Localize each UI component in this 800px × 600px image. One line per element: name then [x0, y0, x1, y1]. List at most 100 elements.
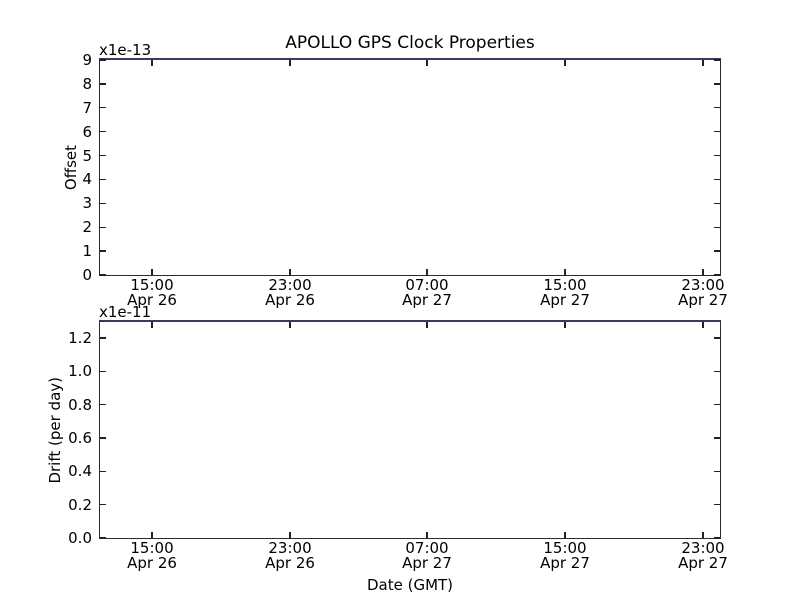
tick-mark: [714, 107, 720, 109]
x-tick-date: Apr 26: [127, 554, 177, 572]
tick-mark: [426, 532, 428, 538]
x-tick-label: 23:00 Apr 27: [657, 541, 749, 571]
x-tick-time: 23:00: [268, 539, 312, 557]
x-tick-date: Apr 26: [127, 291, 177, 309]
tick-mark: [100, 107, 106, 109]
chart-title: APOLLO GPS Clock Properties: [285, 33, 535, 53]
x-tick-date: Apr 27: [540, 291, 590, 309]
tick-mark: [702, 269, 704, 275]
x-tick-time: 23:00: [681, 539, 725, 557]
tick-mark: [100, 503, 106, 506]
drift-plot-area: x1e-11 Drift (per day) Date (GMT) 15:00 A…: [46, 304, 728, 594]
tick-mark: [714, 337, 720, 339]
tick-mark: [714, 202, 720, 205]
x-tick-label: 15:00 Apr 27: [519, 541, 611, 571]
tick-mark: [702, 322, 704, 328]
tick-mark: [100, 83, 106, 85]
tick-mark: [714, 470, 720, 473]
tick-mark: [100, 403, 106, 406]
x-tick-label: 23:00 Apr 27: [657, 278, 749, 308]
y-tick-label: 0.4: [68, 462, 92, 481]
y-tick-label: 0.8: [68, 395, 92, 414]
x-tick-time: 23:00: [268, 276, 312, 294]
tick-mark: [564, 60, 566, 66]
tick-mark: [100, 537, 106, 539]
tick-mark: [100, 154, 106, 157]
x-tick-time: 07:00: [405, 276, 449, 294]
y-tick-label: 2: [82, 218, 92, 237]
y-tick-label: 8: [82, 74, 92, 93]
x-tick-time: 15:00: [543, 276, 587, 294]
y-tick-label: 1: [82, 242, 92, 261]
y-tick-label: 0.0: [68, 528, 92, 547]
tick-mark: [564, 269, 566, 275]
tick-mark: [714, 503, 720, 506]
tick-mark: [714, 437, 720, 439]
tick-mark: [714, 250, 720, 252]
x-tick-label: 15:00 Apr 27: [519, 278, 611, 308]
x-tick-label: 15:00 Apr 26: [106, 278, 198, 308]
tick-mark: [714, 226, 720, 228]
x-tick-date: Apr 27: [540, 554, 590, 572]
y-tick-label: 3: [82, 194, 92, 213]
y-tick-label: 0: [82, 266, 92, 284]
tick-mark: [100, 274, 106, 276]
y-tick-label: 0.6: [68, 428, 92, 447]
tick-mark: [714, 274, 720, 276]
tick-mark: [151, 322, 153, 328]
tick-mark: [100, 226, 106, 228]
tick-mark: [100, 437, 106, 439]
tick-mark: [100, 250, 106, 252]
y-tick-label: 7: [82, 98, 92, 117]
tick-mark: [564, 532, 566, 538]
tick-mark: [714, 537, 720, 539]
x-tick-date: Apr 27: [402, 291, 452, 309]
y-tick-label: 1.0: [68, 362, 92, 381]
x-tick-label: 07:00 Apr 27: [381, 278, 473, 308]
x-tick-date: Apr 27: [402, 554, 452, 572]
tick-mark: [100, 59, 106, 61]
tick-mark: [289, 532, 291, 538]
x-tick-label: 23:00 Apr 26: [244, 278, 336, 308]
x-tick-label: 23:00 Apr 26: [244, 541, 336, 571]
y-tick-label: 0.2: [68, 495, 92, 514]
y-tick-label: 1.2: [68, 328, 92, 347]
y-tick-label: 5: [82, 146, 92, 165]
tick-mark: [564, 322, 566, 328]
tick-mark: [426, 269, 428, 275]
offset-plot-area: APOLLO GPS Clock Properties x1e-13 Offse…: [62, 33, 728, 308]
x-tick-label: 15:00 Apr 26: [106, 541, 198, 571]
y-tick-label: 6: [82, 122, 92, 141]
offset-multiplier-bottom: x1e-11: [99, 303, 152, 321]
x-tick-date: Apr 27: [678, 291, 728, 309]
tick-mark: [289, 322, 291, 328]
tick-mark: [100, 370, 106, 372]
tick-mark: [702, 60, 704, 66]
tick-mark: [714, 403, 720, 406]
x-tick-label: 07:00 Apr 27: [381, 541, 473, 571]
tick-mark: [714, 59, 720, 61]
tick-mark: [151, 532, 153, 538]
x-tick-time: 15:00: [543, 539, 587, 557]
tick-mark: [702, 532, 704, 538]
tick-mark: [714, 370, 720, 372]
tick-mark: [714, 178, 720, 181]
tick-mark: [426, 60, 428, 66]
x-tick-date: Apr 26: [265, 291, 315, 309]
x-tick-time: 07:00: [405, 539, 449, 557]
tick-mark: [714, 83, 720, 85]
x-axis-label: Date (GMT): [366, 576, 454, 594]
tick-mark: [100, 178, 106, 181]
tick-mark: [289, 269, 291, 275]
tick-mark: [100, 202, 106, 205]
x-tick-date: Apr 27: [678, 554, 728, 572]
tick-mark: [151, 60, 153, 66]
x-tick-date: Apr 26: [265, 554, 315, 572]
tick-mark: [289, 60, 291, 66]
x-tick-time: 15:00: [130, 276, 174, 294]
tick-mark: [714, 154, 720, 157]
tick-mark: [100, 130, 106, 133]
x-tick-time: 23:00: [681, 276, 725, 294]
x-tick-time: 15:00: [130, 539, 174, 557]
